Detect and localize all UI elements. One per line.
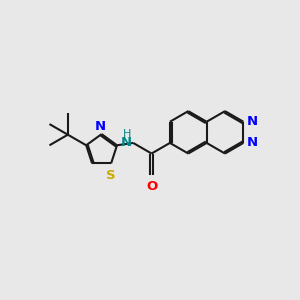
Text: S: S bbox=[106, 169, 116, 182]
Text: N: N bbox=[121, 136, 132, 149]
Text: N: N bbox=[247, 136, 258, 149]
Text: N: N bbox=[94, 120, 106, 133]
Text: H: H bbox=[123, 129, 132, 140]
Text: O: O bbox=[146, 180, 157, 193]
Text: N: N bbox=[247, 115, 258, 128]
